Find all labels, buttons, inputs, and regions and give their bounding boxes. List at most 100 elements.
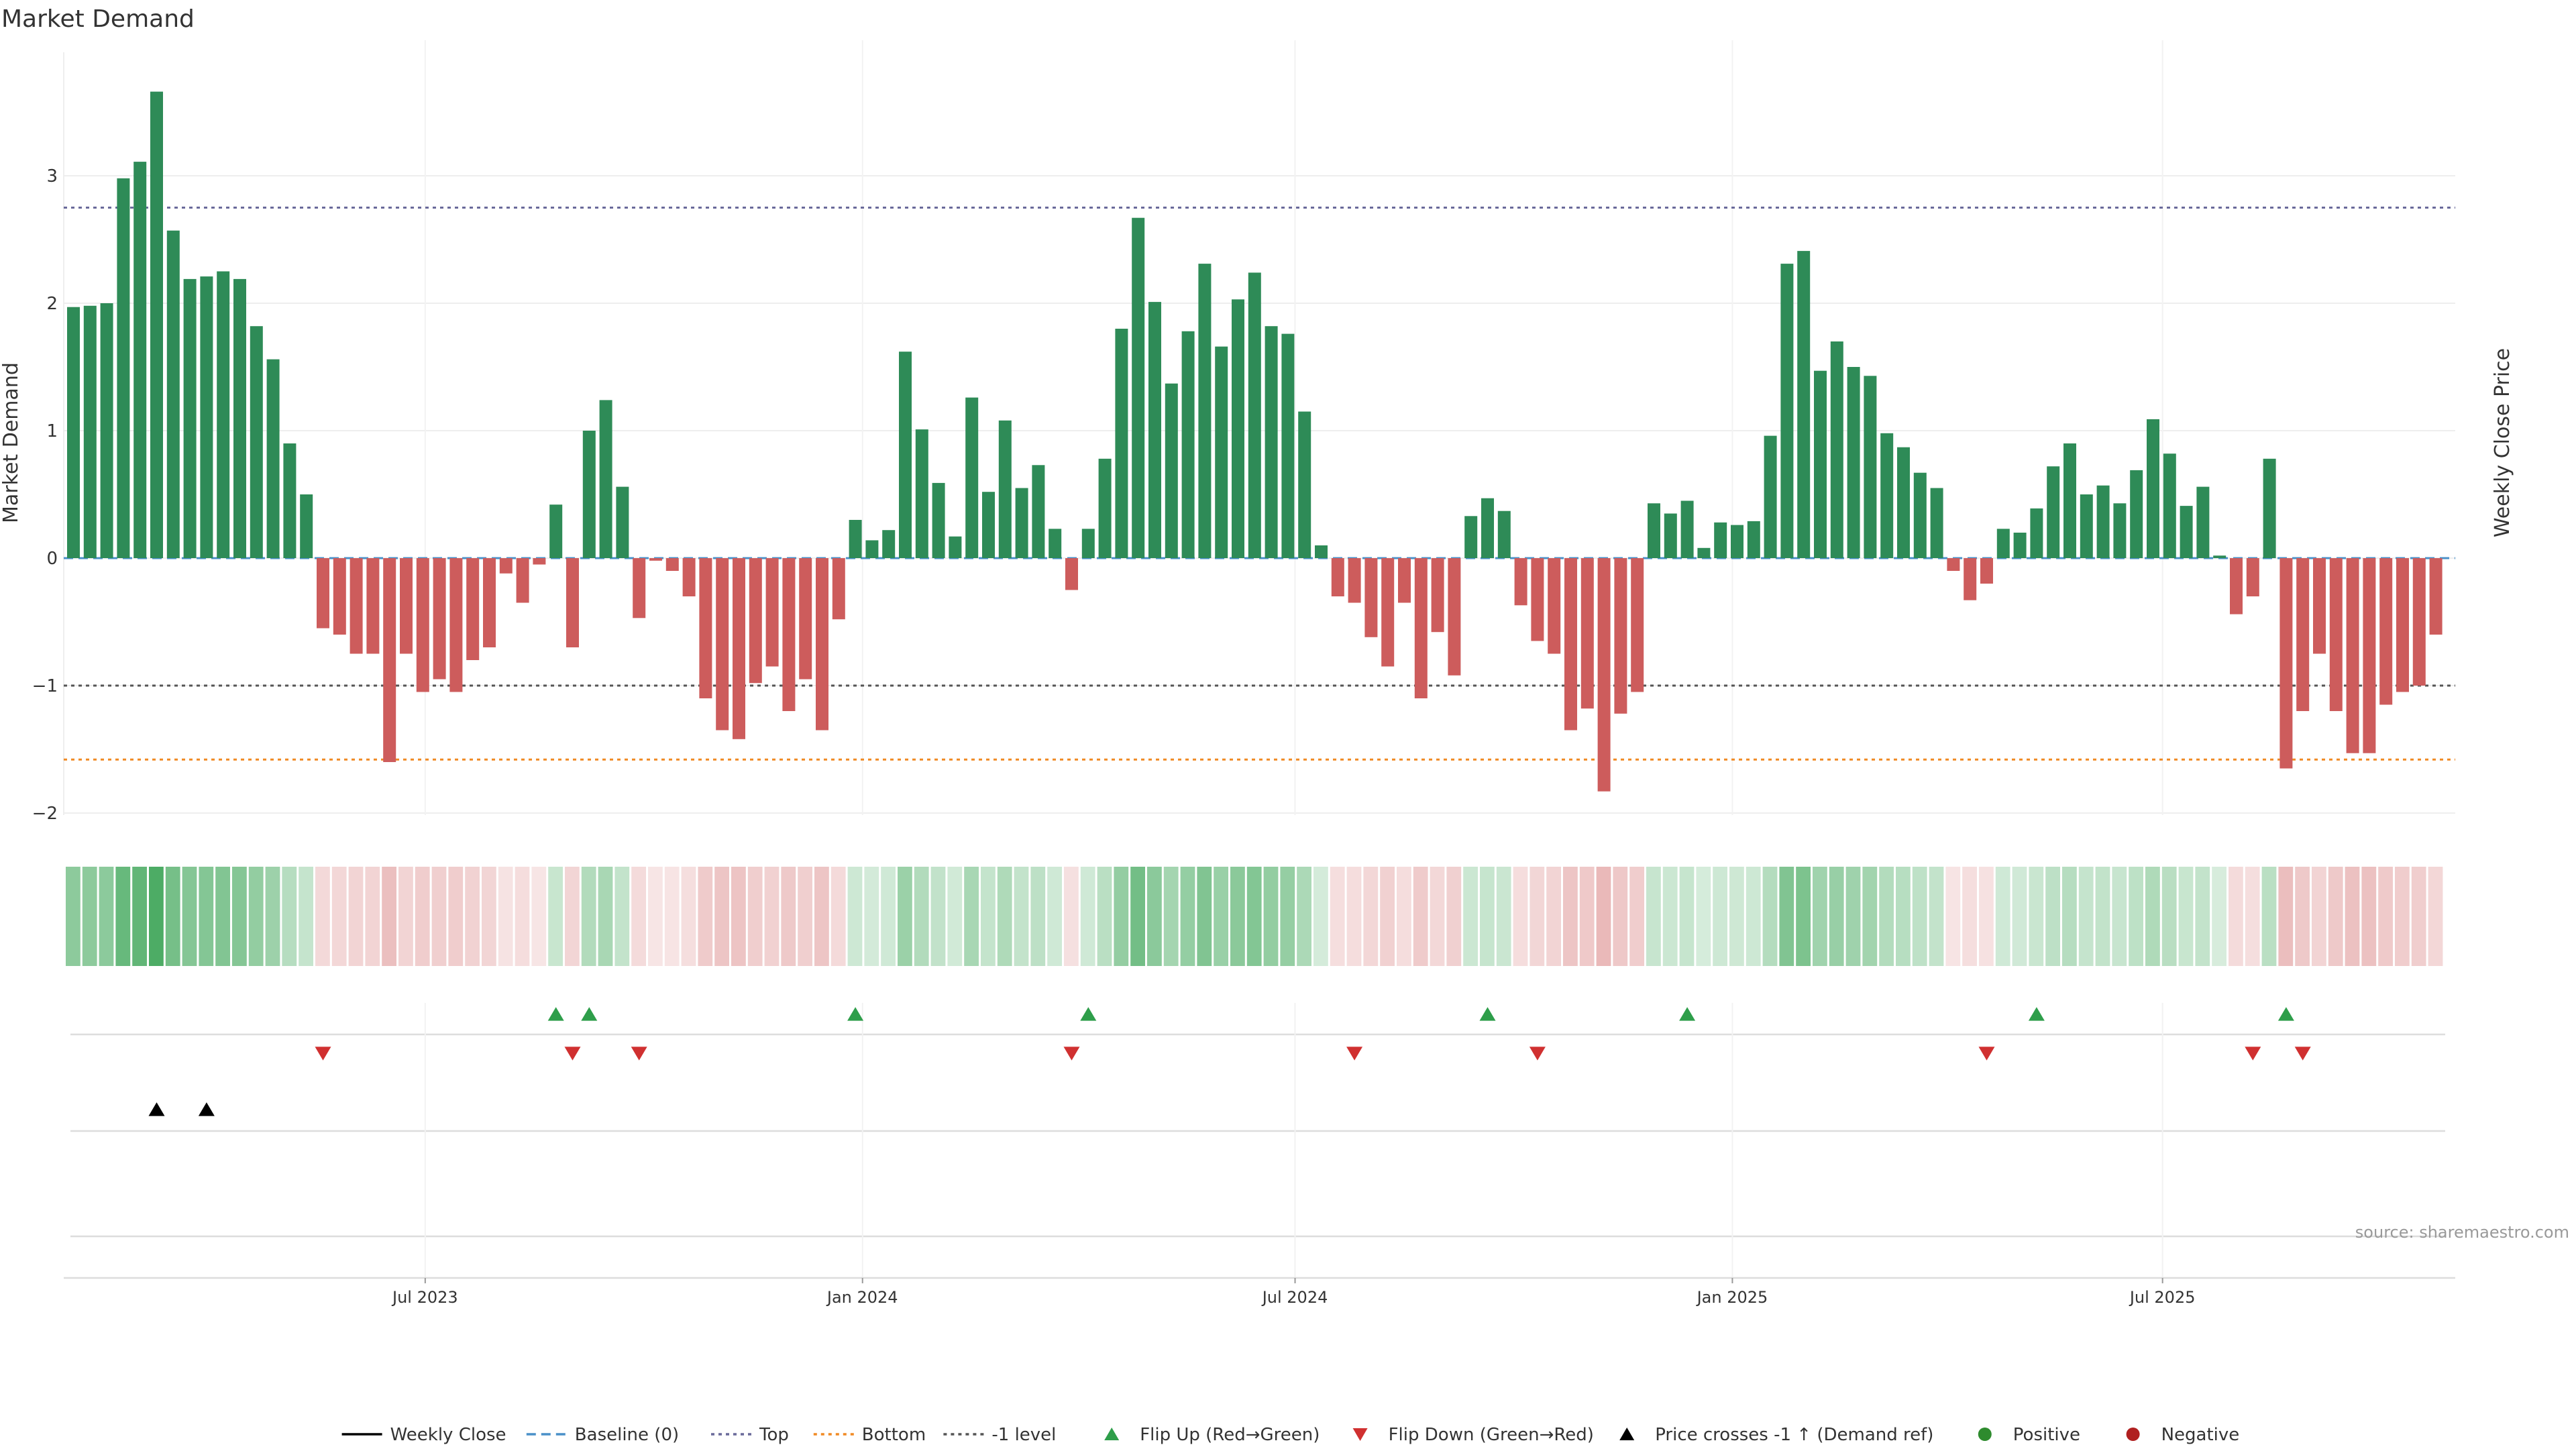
demand-bar bbox=[100, 303, 113, 558]
demand-bar bbox=[1464, 516, 1478, 558]
heatmap-cell bbox=[898, 867, 912, 966]
demand-bar bbox=[1381, 558, 1395, 667]
flip-down-marker bbox=[1978, 1046, 1995, 1061]
flip-up-marker bbox=[581, 1007, 598, 1021]
legend: Weekly Close Baseline (0) Top Bottom -1 leve… bbox=[341, 1425, 2239, 1445]
heatmap-cell bbox=[1496, 867, 1511, 966]
demand-bar bbox=[1847, 367, 1860, 558]
heatmap-cell bbox=[2261, 867, 2277, 966]
flip-down-marker bbox=[2294, 1046, 2311, 1061]
heatmap-cell bbox=[548, 867, 563, 966]
heatmap-cell bbox=[648, 867, 663, 966]
y-axis-ticks: −2 −1 0 1 2 3 bbox=[32, 166, 58, 824]
heatmap-cell bbox=[830, 867, 846, 966]
heatmap-cell bbox=[731, 867, 746, 966]
heatmap-cell bbox=[515, 867, 530, 966]
heatmap-cell bbox=[1929, 867, 1944, 966]
heatmap-cell bbox=[199, 867, 214, 966]
legend-symbol-triangle-up bbox=[1619, 1428, 1635, 1440]
heatmap-cell bbox=[1114, 867, 1129, 966]
heatmap-cell bbox=[864, 867, 879, 966]
flip-up-marker bbox=[2277, 1007, 2294, 1021]
demand-bar bbox=[533, 558, 546, 565]
demand-bar bbox=[433, 558, 446, 680]
demand-bar bbox=[2363, 558, 2376, 753]
demand-bar bbox=[2346, 558, 2359, 753]
demand-bar bbox=[1049, 529, 1062, 558]
demand-bar bbox=[317, 558, 329, 629]
demand-bar bbox=[200, 276, 213, 558]
heatmap-cell bbox=[565, 867, 580, 966]
heatmap-cell bbox=[531, 867, 547, 966]
heatmap-cell bbox=[1064, 867, 1079, 966]
demand-bar bbox=[982, 492, 995, 558]
heatmap-cell bbox=[1163, 867, 1179, 966]
demand-bar bbox=[1930, 488, 1943, 558]
demand-bar bbox=[616, 486, 629, 558]
demand-bar bbox=[1864, 376, 1877, 558]
demand-bar bbox=[1664, 513, 1677, 558]
demand-bar bbox=[2279, 558, 2293, 769]
heatmap-cell bbox=[182, 867, 197, 966]
heatmap-cell bbox=[1130, 867, 1145, 966]
demand-bar bbox=[266, 359, 280, 558]
demand-bar bbox=[1348, 558, 1361, 603]
demand-bar bbox=[1398, 558, 1411, 603]
demand-bar bbox=[166, 230, 180, 558]
demand-bars bbox=[67, 91, 2443, 792]
demand-bar bbox=[1648, 503, 1660, 558]
demand-bar bbox=[2213, 555, 2226, 558]
demand-bar bbox=[1548, 558, 1561, 654]
heatmap-cell bbox=[997, 867, 1012, 966]
heatmap-cell bbox=[415, 867, 430, 966]
heatmap-cell bbox=[2278, 867, 2294, 966]
x-tick-label: Jul 2025 bbox=[2129, 1288, 2196, 1307]
demand-bar bbox=[2063, 443, 2076, 558]
demand-bar bbox=[1198, 264, 1212, 558]
heatmap-cell bbox=[382, 867, 396, 966]
demand-bar bbox=[2113, 503, 2127, 558]
demand-bar bbox=[2230, 558, 2243, 614]
demand-bar bbox=[83, 305, 97, 558]
demand-bar bbox=[1697, 547, 1711, 558]
demand-bar bbox=[1148, 302, 1161, 558]
flip-down-marker bbox=[1529, 1046, 1546, 1061]
heatmap-cell bbox=[2112, 867, 2127, 966]
flip-up-marker bbox=[1679, 1007, 1696, 1021]
heatmap-cell bbox=[2312, 867, 2326, 966]
demand-bar bbox=[2196, 486, 2210, 558]
flip-down-marker bbox=[315, 1046, 331, 1061]
demand-bar bbox=[383, 558, 396, 762]
demand-bar bbox=[1564, 558, 1577, 731]
heatmap-cell bbox=[398, 867, 413, 966]
chart-title: Market Demand bbox=[1, 5, 195, 33]
y-axis-label: Market Demand bbox=[0, 362, 23, 523]
heatmap-cell bbox=[1596, 867, 1611, 966]
legend-label: Top bbox=[759, 1425, 789, 1445]
heatmap-cell bbox=[798, 867, 812, 966]
flip-down-marker bbox=[1346, 1046, 1363, 1061]
demand-bar bbox=[449, 558, 463, 692]
flip-down-marker bbox=[564, 1046, 581, 1061]
heatmap-cell bbox=[1297, 867, 1311, 966]
demand-bar bbox=[998, 420, 1012, 558]
heatmap-cell bbox=[1546, 867, 1561, 966]
heatmap-cell bbox=[1862, 867, 1878, 966]
flip-up-marker bbox=[1080, 1007, 1097, 1021]
heatmap-cell bbox=[1147, 867, 1162, 966]
demand-bar bbox=[1115, 329, 1128, 558]
heatmap-cell bbox=[448, 867, 464, 966]
demand-bar bbox=[1215, 346, 1228, 558]
source-note: source: sharemaestro.com bbox=[2355, 1223, 2569, 1242]
heatmap-cell bbox=[1912, 867, 1927, 966]
demand-bar bbox=[1265, 326, 1278, 558]
heatmap-cell bbox=[598, 867, 613, 966]
heatmap-cell bbox=[465, 867, 480, 966]
heatmap-cell bbox=[2428, 867, 2443, 966]
heatmap-cell bbox=[282, 867, 297, 966]
demand-bar bbox=[1098, 458, 1112, 558]
legend-label: Price crosses -1 ↑ (Demand ref) bbox=[1655, 1425, 1933, 1445]
heatmap-cell bbox=[781, 867, 796, 966]
demand-bar bbox=[1315, 545, 1328, 558]
demand-bar bbox=[765, 558, 779, 667]
